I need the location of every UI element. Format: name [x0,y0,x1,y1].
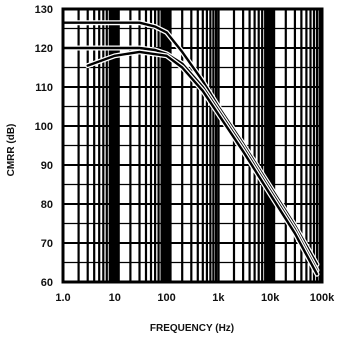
y-tick-label: 120 [35,43,53,55]
y-tick-label: 90 [41,160,53,172]
x-tick-label: 100 [157,292,175,304]
x-tick-label: 1k [212,292,225,304]
plot-border [61,7,324,284]
y-tick-labels: 60 70 80 90 100 110 120 130 [35,4,53,289]
series-line-3 [86,50,319,276]
plot-frame [61,7,324,284]
y-tick-label: 60 [41,277,53,289]
v-gridline-band [161,9,172,282]
v-gridline-band [265,9,276,282]
x-tick-label: 10k [261,292,280,304]
v-gridline-band [109,9,120,282]
y-tick-label: 100 [35,121,53,133]
grid [61,8,322,283]
y-tick-label: 110 [35,82,53,94]
x-tick-label: 100k [310,292,335,304]
series-layer [60,20,320,277]
y-axis-label: CMRR (dB) [6,124,17,177]
y-tick-label: 80 [41,199,53,211]
y-tick-label: 70 [41,238,53,250]
x-tick-labels: 1.0 10 100 1k 10k 100k [55,292,335,304]
y-tick-label: 130 [35,4,53,16]
x-tick-label: 1.0 [55,292,70,304]
x-tick-label: 10 [109,292,121,304]
x-axis-label: FREQUENCY (Hz) [150,323,234,334]
